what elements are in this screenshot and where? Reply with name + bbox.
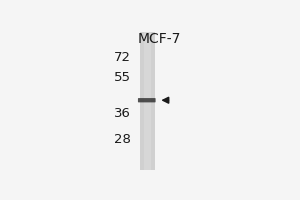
Text: MCF-7: MCF-7 xyxy=(137,32,181,46)
Text: 55: 55 xyxy=(113,71,130,84)
Text: 36: 36 xyxy=(114,107,130,120)
Text: 72: 72 xyxy=(113,51,130,64)
Bar xyxy=(144,32,151,170)
Bar xyxy=(140,32,155,170)
Text: 28: 28 xyxy=(114,133,130,146)
FancyBboxPatch shape xyxy=(138,98,156,102)
